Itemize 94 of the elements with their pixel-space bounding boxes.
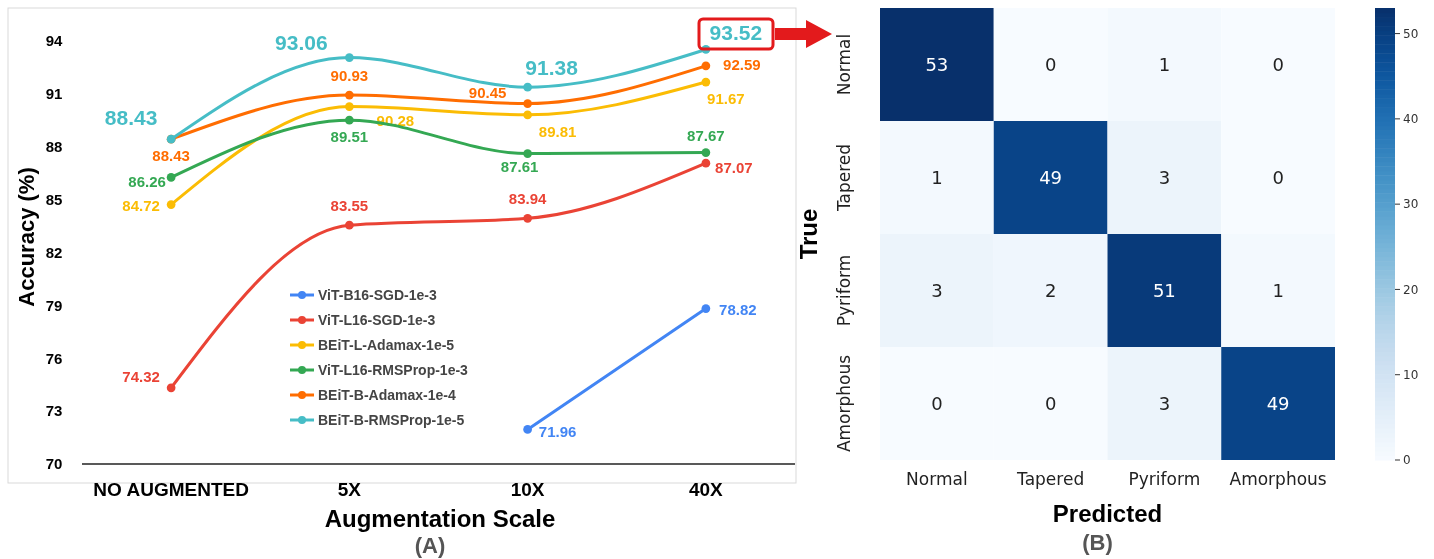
text: (A) [414, 533, 446, 558]
point [701, 304, 711, 313]
point [701, 61, 711, 71]
data-label: 0 [1272, 53, 1284, 75]
legend-label: BEiT-B-RMSProp-1e-5 [318, 411, 465, 428]
x-tick-label: Pyriform [1128, 469, 1201, 489]
text: (B) [1082, 530, 1113, 555]
color-bar-label: 20 [1403, 282, 1419, 297]
data-label: 90.93 [330, 67, 369, 85]
point [523, 149, 532, 158]
legend-label: BEiT-L-Adamax-1e-5 [318, 336, 455, 353]
color-bar-label: 30 [1403, 197, 1419, 212]
data-label: 87.67 [687, 126, 725, 144]
point [166, 173, 176, 182]
point [345, 220, 354, 230]
point [345, 90, 354, 100]
data-label: 88.43 [152, 147, 190, 165]
point [701, 158, 711, 168]
data-label: 90.45 [468, 83, 507, 101]
point [523, 425, 532, 434]
y-tick-label: 73 [45, 402, 63, 420]
color-bar-label: 0 [1403, 453, 1411, 468]
y-tick-label: 79 [45, 296, 63, 314]
point [523, 110, 532, 120]
y-tick-label: 82 [45, 243, 63, 261]
data-label: 89.51 [330, 128, 369, 146]
y-axis-title: True [795, 208, 822, 260]
x-tick-label: NO AUGMENTED [93, 479, 249, 500]
legend-label: ViT-L16-SGD-1e-3 [318, 311, 436, 328]
point [166, 383, 176, 393]
point [166, 200, 176, 209]
data-label: 49 [1039, 166, 1063, 188]
y-tick-label: 91 [45, 85, 63, 103]
legend-label: BEiT-B-Adamax-1e-4 [318, 386, 456, 403]
data-label: 1 [1158, 53, 1171, 75]
data-label: 93.06 [275, 30, 328, 54]
x-tick-label: 40X [688, 479, 724, 500]
legend-label: ViT-L16-RMSProp-1e-3 [318, 361, 469, 378]
data-label: 91.67 [707, 90, 745, 108]
data-label: 51 [1152, 279, 1176, 301]
y-tick-label: 94 [45, 32, 63, 50]
y-tick-label: 76 [45, 349, 63, 367]
point [345, 53, 354, 62]
data-label: 3 [931, 279, 943, 301]
data-label: 0 [1272, 166, 1284, 188]
data-label: 78.82 [719, 300, 757, 318]
data-label: 93.52 [709, 21, 763, 45]
data-label: 0 [1044, 53, 1057, 75]
data-label: 84.72 [122, 196, 160, 214]
data-label: 2 [1044, 279, 1057, 301]
data-label: 53 [925, 53, 949, 75]
point [523, 99, 532, 108]
color-bar-label: 50 [1403, 26, 1419, 41]
data-label: 0 [1044, 392, 1057, 414]
x-tick-label: Normal [906, 469, 968, 489]
data-label: 74.32 [122, 367, 160, 385]
point [345, 102, 354, 111]
data-label: 3 [1158, 166, 1171, 188]
data-label: 0 [931, 392, 943, 414]
x-axis-title: Predicted [1052, 500, 1163, 527]
x-tick-label: Amorphous [1229, 469, 1327, 489]
data-label: 1 [1272, 279, 1284, 301]
x-tick-label: 10X [510, 479, 545, 500]
x-tick-label: 5X [337, 479, 362, 500]
y-tick-label: Pyriform [834, 254, 854, 327]
data-label: 89.81 [538, 122, 577, 140]
data-label: 86.26 [128, 173, 166, 191]
x-axis-title: Augmentation Scale [324, 505, 556, 532]
data-label: 91.38 [525, 56, 579, 80]
color-bar-label: 40 [1403, 112, 1419, 127]
data-label: 3 [1158, 392, 1171, 414]
point [523, 213, 532, 223]
y-tick-label: 70 [45, 455, 63, 473]
y-tick-label: Normal [834, 33, 854, 96]
legend-label: ViT-B16-SGD-1e-3 [318, 286, 437, 303]
y-tick-label: 85 [45, 190, 63, 208]
point [523, 82, 532, 92]
data-label: 83.94 [508, 190, 548, 208]
y-tick-label: Tapered [834, 143, 854, 213]
data-label: 71.96 [538, 423, 577, 441]
x-tick-label: Tapered [1016, 469, 1085, 489]
point [701, 77, 711, 87]
data-label: 92.59 [723, 55, 761, 73]
data-label: 1 [931, 166, 943, 188]
data-label: 87.07 [715, 159, 753, 177]
data-label: 88.43 [104, 106, 158, 130]
color-bar-label: 10 [1403, 367, 1419, 382]
data-label: 49 [1266, 392, 1290, 414]
data-label: 87.61 [500, 157, 539, 175]
y-axis-title: Accuracy (%) [14, 167, 39, 307]
data-label: 83.55 [330, 197, 369, 215]
y-tick-label: 88 [45, 138, 63, 155]
point [701, 148, 711, 157]
point [345, 115, 354, 125]
